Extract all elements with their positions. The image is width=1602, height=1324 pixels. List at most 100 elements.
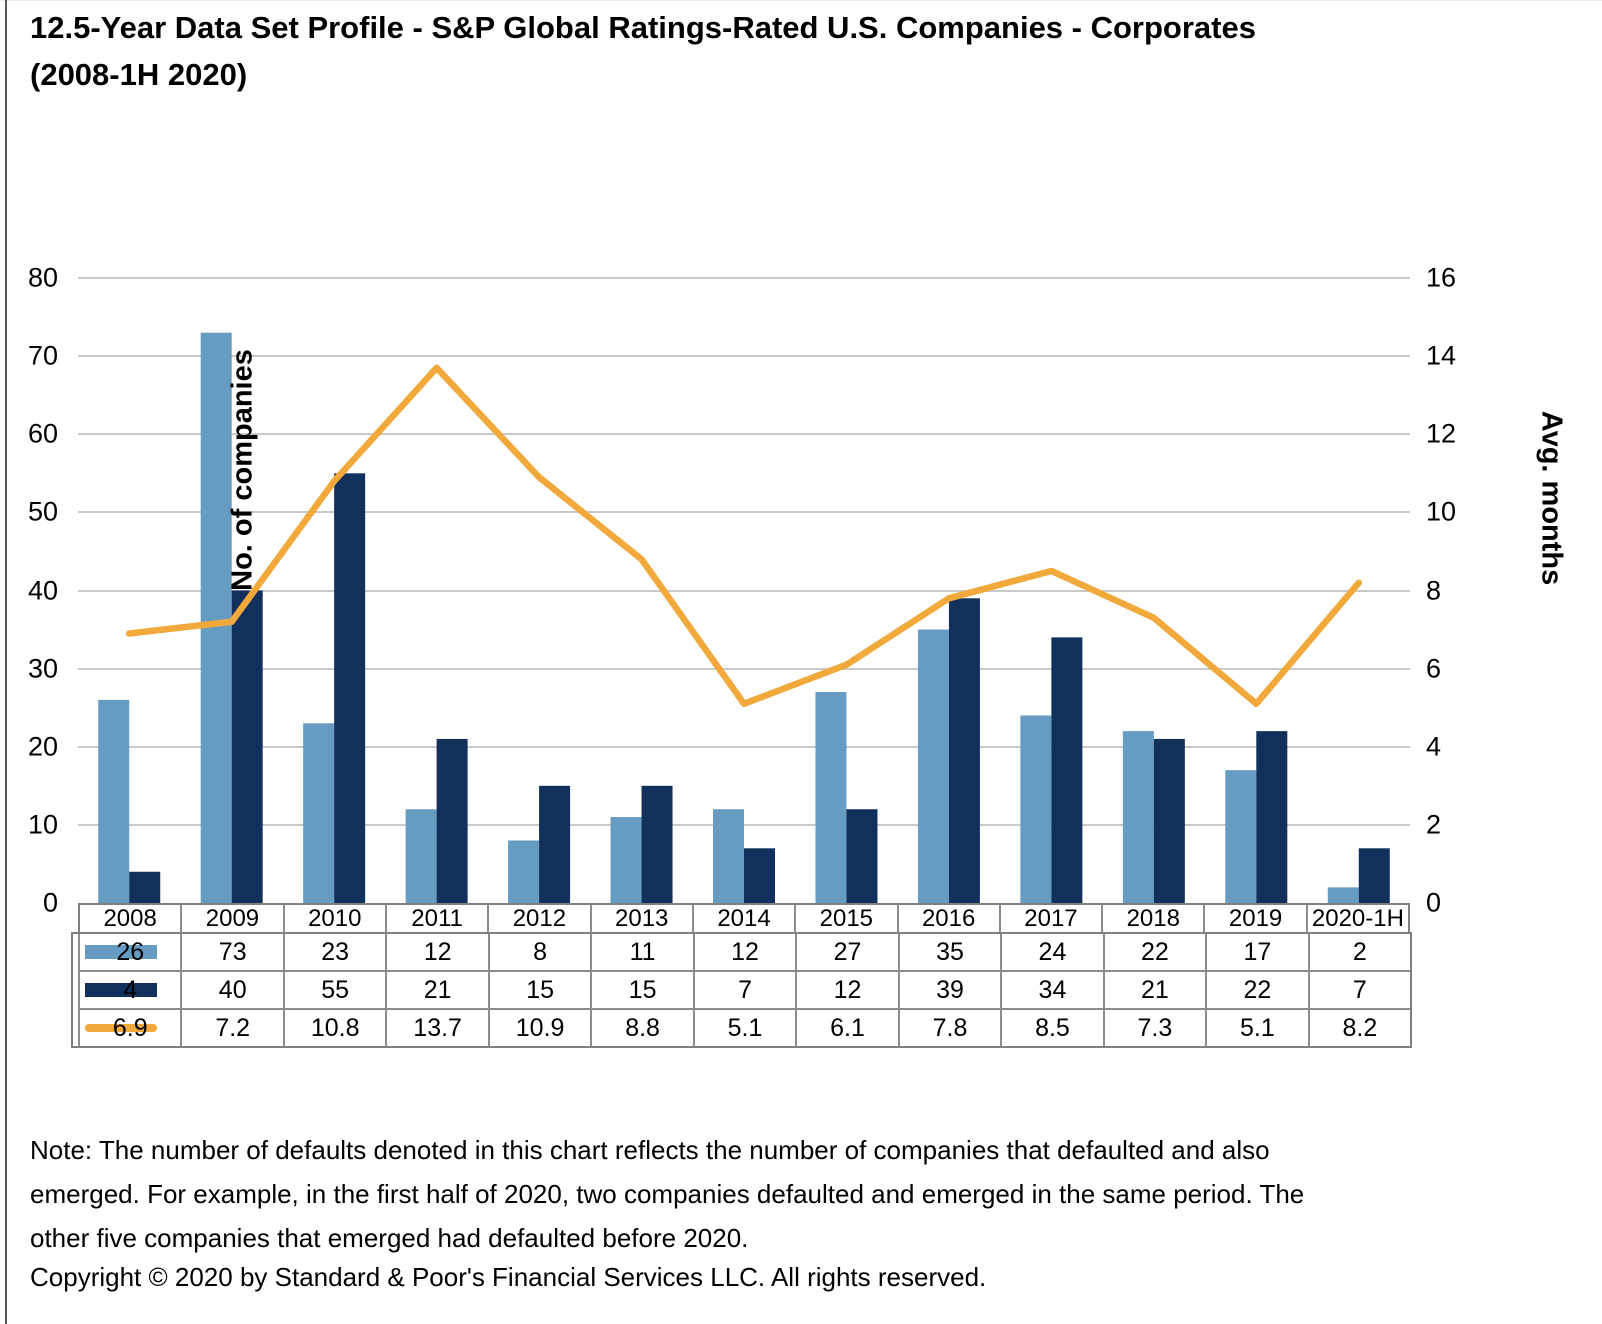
table-cell-value: 11: [629, 938, 656, 966]
table-cell: 12: [797, 972, 900, 1008]
table-cell-value: 73: [218, 938, 247, 966]
table-cell: 7.3: [1105, 1010, 1208, 1046]
light-blue-bar: [405, 809, 437, 903]
right-axis-tick: 12: [1426, 418, 1457, 449]
right-axis-tick: 14: [1426, 340, 1457, 371]
left-axis-tick: 20: [27, 731, 58, 762]
gridline: [78, 355, 1410, 358]
dark-blue-bar: [1051, 637, 1083, 904]
dark-blue-bar: [129, 871, 161, 903]
light-blue-bar-swatch: [85, 945, 157, 959]
table-cell-value: 10.9: [515, 1014, 565, 1042]
table-cell: 8.8: [592, 1010, 695, 1046]
chart-title: 12.5-Year Data Set Profile - S&P Global …: [30, 10, 1256, 92]
data-table: 26 73 23 12 8 11 12 27 35 24 22 17 2 4 40 55 21 15 15 7 12 39…: [71, 932, 1412, 1048]
table-cell: 17: [1207, 934, 1310, 970]
table-cell: 15: [490, 972, 593, 1008]
table-cell-value: 4: [123, 976, 138, 1004]
table-cell-value: 13.7: [413, 1014, 462, 1042]
left-axis-tick: 70: [27, 340, 58, 371]
right-axis-tick: 10: [1426, 496, 1457, 527]
light-blue-bar: [815, 692, 847, 903]
table-cell-value: 6.9: [112, 1014, 148, 1042]
data-table-rows: 26 73 23 12 8 11 12 27 35 24 22 17 2 4 40 55 21 15 15 7 12 39…: [78, 934, 1410, 1046]
left-axis-tick: 60: [27, 418, 58, 449]
table-cell-value: 12: [731, 938, 759, 966]
table-cell-value: 7.2: [215, 1014, 251, 1042]
light-blue-bar: [508, 840, 540, 903]
table-cell: 34: [1002, 972, 1105, 1008]
top-edge-line: [0, 0, 1602, 1]
table-cell: 12: [387, 934, 490, 970]
year-header-cell: 2015: [796, 905, 899, 932]
avg-months-line: [125, 364, 1363, 708]
year-header-cell: 2016: [899, 905, 1001, 932]
table-cell-value: 8: [533, 938, 548, 966]
table-cell-value: 15: [628, 976, 657, 1004]
gridline: [78, 511, 1410, 514]
left-axis-tick: 10: [27, 809, 58, 840]
year-header-cell: 2020-1H: [1311, 905, 1404, 932]
left-axis-tick: 30: [27, 653, 58, 684]
light-blue-bar: [1122, 731, 1154, 904]
light-blue-bar: [1327, 887, 1359, 904]
right-axis-tick: 2: [1426, 809, 1442, 840]
table-cell: 8: [490, 934, 593, 970]
dark-blue-bar: [1256, 731, 1288, 904]
table-cell: 35: [900, 934, 1003, 970]
table-cell: 8.2: [1310, 1010, 1410, 1046]
year-header-cell: 2011: [387, 905, 490, 932]
copyright-text: Copyright © 2020 by Standard & Poor's Fi…: [30, 1262, 987, 1292]
table-cell: 22: [1105, 934, 1208, 970]
table-cell-value: 7: [738, 976, 752, 1004]
left-axis-tick: 80: [27, 262, 58, 293]
table-cell-value: 7.8: [932, 1014, 968, 1042]
table-cell: 7: [695, 972, 798, 1008]
gridline: [78, 589, 1410, 592]
year-header-cell: 2013: [592, 905, 694, 932]
table-cell-value: 40: [218, 976, 247, 1004]
table-cell-value: 22: [1141, 938, 1169, 966]
right-axis-tick: 6: [1426, 653, 1442, 684]
table-cell: 23: [285, 934, 388, 970]
right-axis-title: Avg. months: [1535, 410, 1568, 586]
note-text: Note: The number of defaults denoted in …: [30, 1135, 1305, 1253]
dark-blue-bar: [334, 473, 366, 903]
year-header-cell: 2019: [1205, 905, 1308, 932]
table-cell: 10.9: [490, 1010, 593, 1046]
year-header-cell: 2009: [182, 905, 285, 932]
light-blue-bar: [303, 723, 335, 903]
table-cell-value: 34: [1038, 976, 1067, 1004]
light-blue-bar: [98, 699, 130, 904]
dark-blue-bar: [641, 785, 673, 903]
left-axis-tick: 0: [42, 887, 58, 918]
dark-blue-bar-swatch: [85, 983, 157, 997]
left-axis-title: No. of companies: [226, 349, 259, 591]
table-cell-value: 24: [1038, 938, 1067, 966]
table-cell: 13.7: [387, 1010, 490, 1046]
year-header-cell: 2014: [694, 905, 797, 932]
table-cell: 21: [1105, 972, 1208, 1008]
table-cell: 10.8: [285, 1010, 388, 1046]
table-cell: 40: [182, 972, 285, 1008]
table-cell-value: 27: [833, 938, 862, 966]
dark-blue-bar-table-row: 4 40 55 21 15 15 7 12 39 34 21 22 7: [80, 972, 1410, 1010]
right-axis-tick: 0: [1426, 887, 1442, 918]
table-cell-value: 15: [526, 976, 555, 1004]
table-cell: 11: [592, 934, 695, 970]
light-blue-bar: [917, 629, 949, 903]
table-cell: 7: [1310, 972, 1410, 1008]
table-cell: 27: [797, 934, 900, 970]
year-header-cell: 2008: [80, 905, 183, 932]
table-cell: 5.1: [695, 1010, 798, 1046]
light-blue-bar-table-row: 26 73 23 12 8 11 12 27 35 24 22 17 2: [80, 934, 1410, 972]
table-cell-value: 10.8: [310, 1014, 360, 1042]
table-cell-value: 2: [1352, 938, 1367, 966]
table-cell-value: 21: [423, 976, 452, 1004]
table-cell-value: 5.1: [727, 1014, 763, 1042]
right-axis-tick: 8: [1426, 575, 1442, 605]
light-blue-bar: [200, 332, 232, 903]
year-header-cell: 2017: [1001, 905, 1104, 932]
gridline: [78, 433, 1410, 436]
